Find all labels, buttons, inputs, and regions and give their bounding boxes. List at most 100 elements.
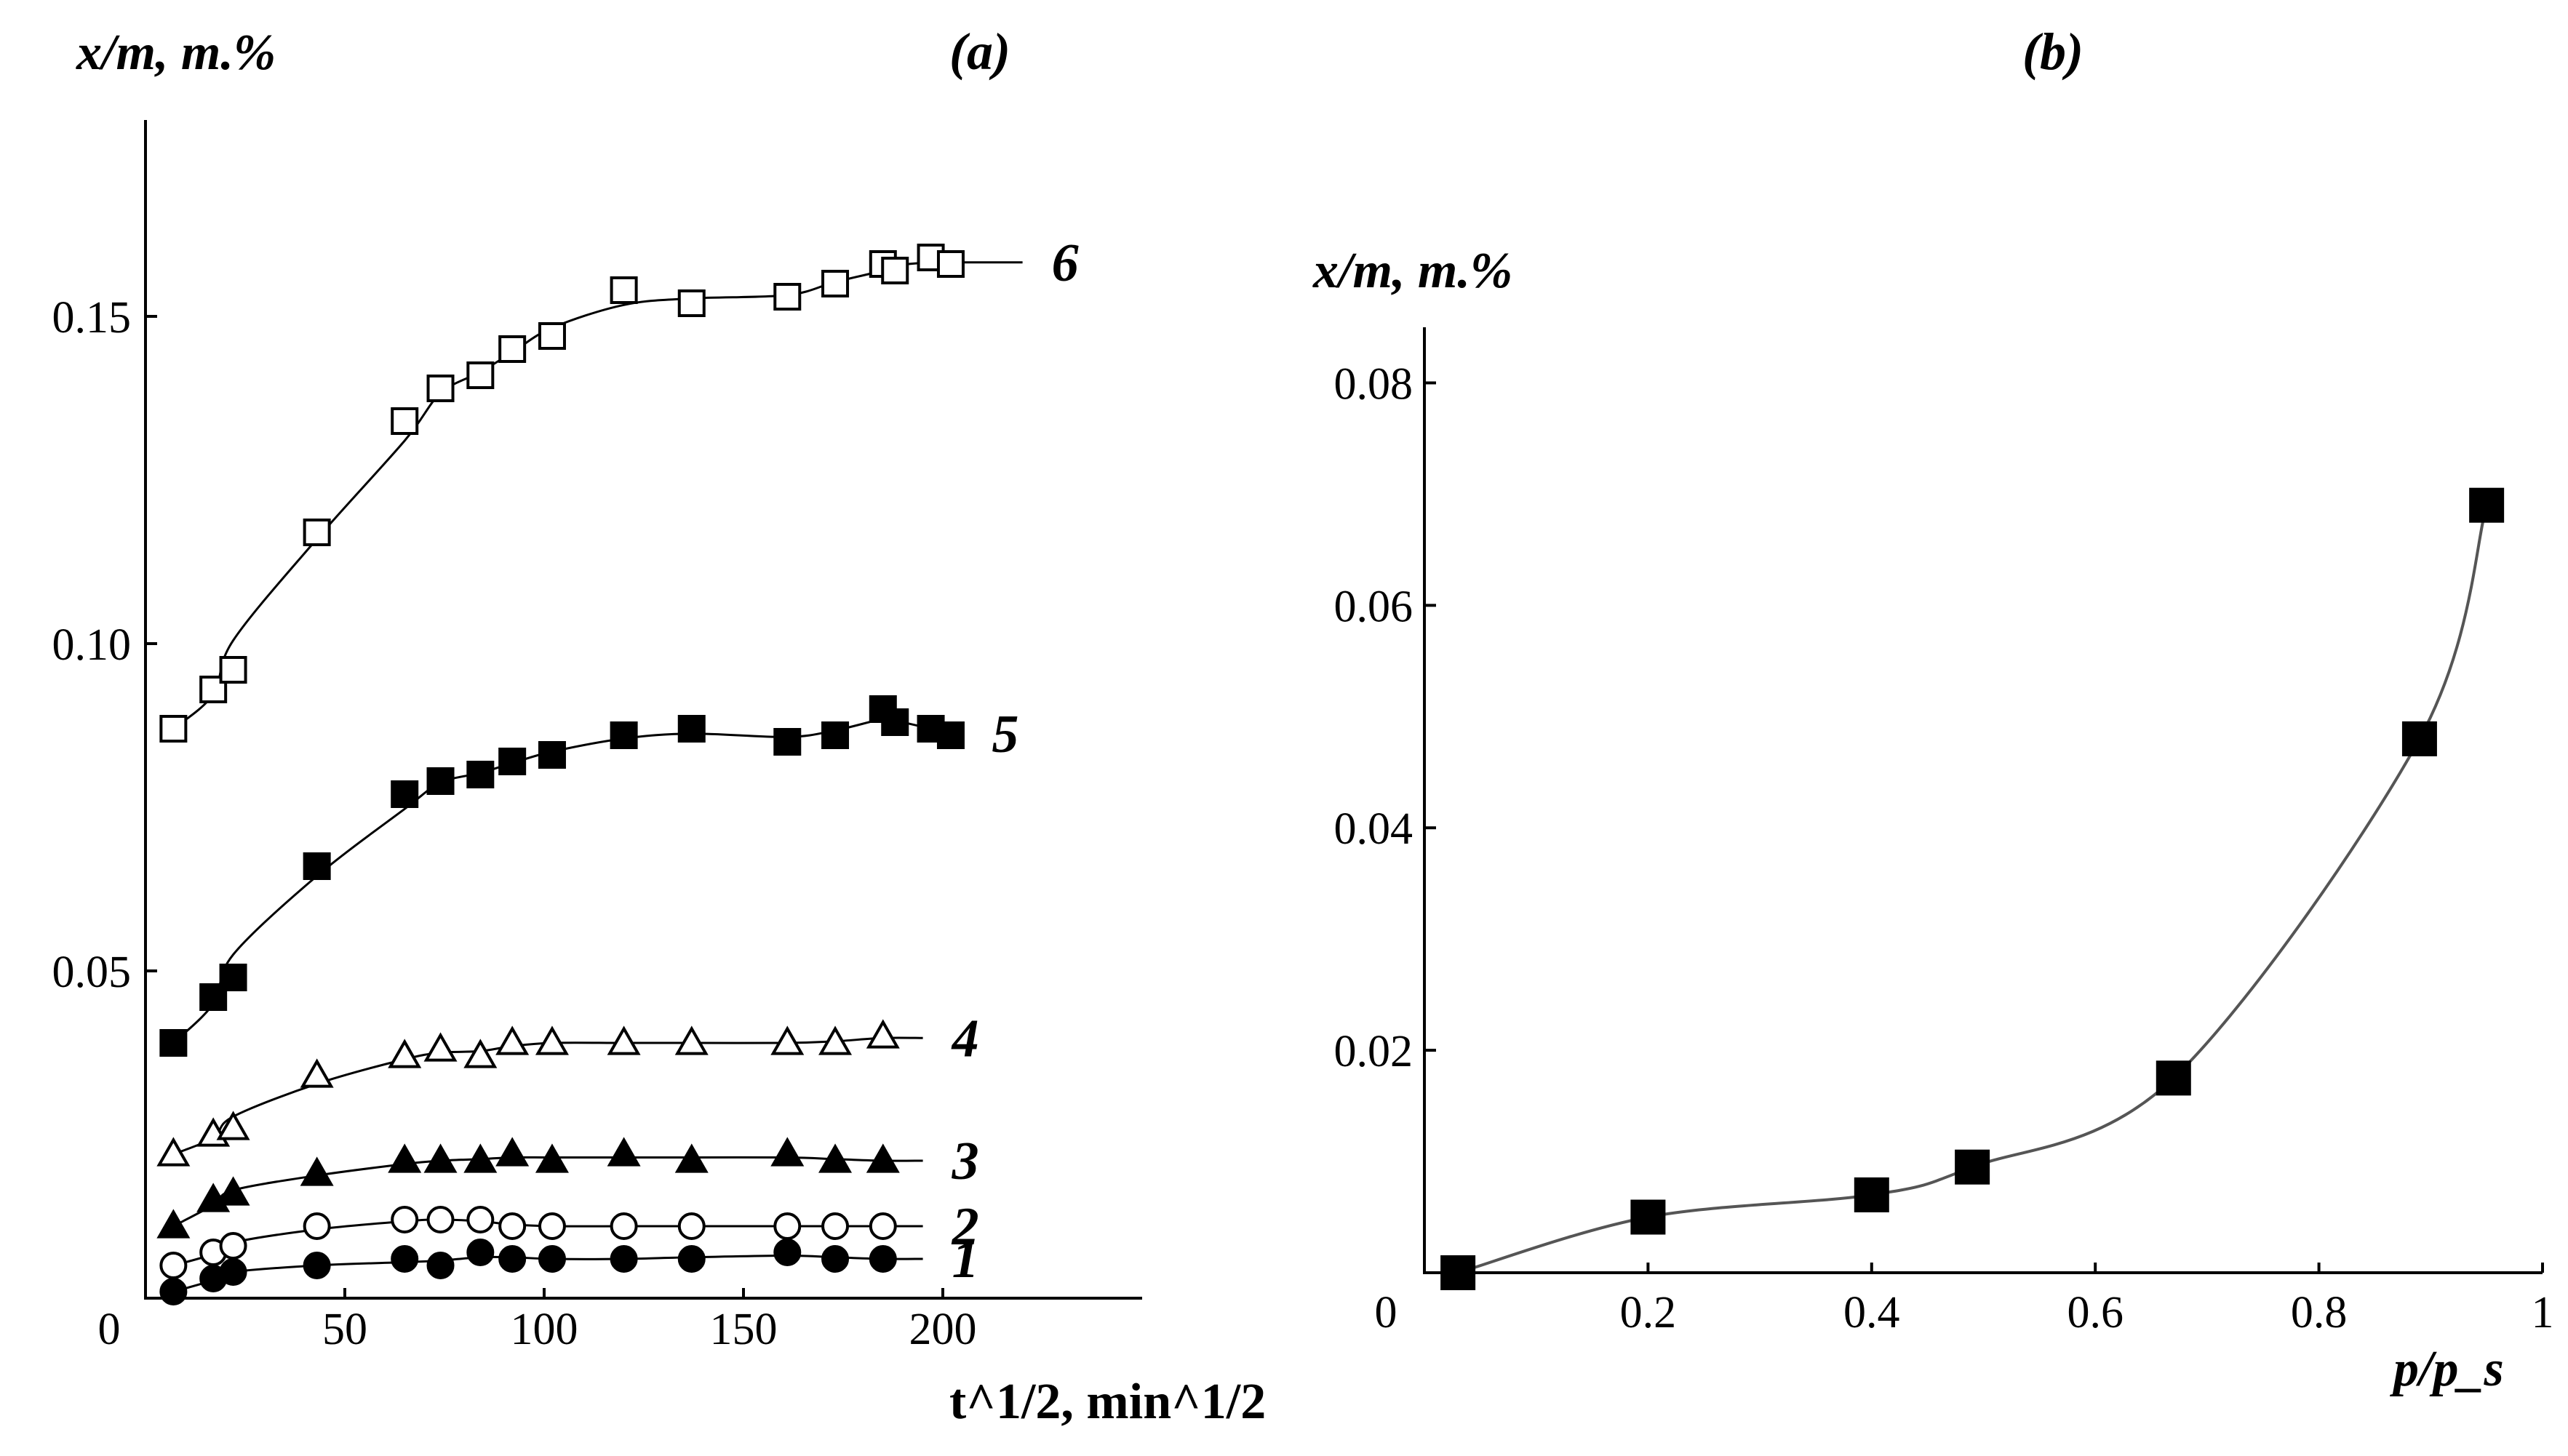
series-3-point (607, 1137, 641, 1167)
series-isotherm-point (1955, 1149, 1990, 1185)
series-3 (156, 1137, 923, 1239)
series-5-point (391, 780, 419, 808)
series-5-point (303, 852, 331, 880)
series-1-point (821, 1245, 850, 1273)
series-2-point (538, 1212, 566, 1240)
series-2-point (219, 1232, 247, 1260)
series-6-point (936, 250, 965, 278)
panel-b-x-tick-label: 0.2 (1620, 1288, 1677, 1337)
series-5-point (159, 1029, 188, 1057)
panel-b-y-tick-label: 0.06 (1334, 582, 1413, 631)
series-4-point (770, 1025, 805, 1055)
series-4-point (818, 1025, 853, 1055)
panel-a: (a) x/m, m.% t^1/2, min^1/2 0 50 100 150 20… (52, 23, 1267, 1430)
series-6-point (466, 361, 495, 389)
series-3-point (423, 1143, 458, 1173)
series-4-point (388, 1039, 422, 1068)
series-2-point (869, 1212, 897, 1240)
series-6-point (426, 375, 455, 402)
series-isotherm-point (1854, 1177, 1889, 1212)
series-3-point (770, 1137, 805, 1167)
series-2-point (391, 1206, 419, 1233)
panel-b-origin-label: 0 (1375, 1288, 1397, 1337)
series-3-point (495, 1137, 530, 1167)
series-3-point (463, 1143, 498, 1173)
panel-b-series (1440, 487, 2505, 1290)
series-4-point (866, 1019, 900, 1049)
panel-b-y-ticks: 0.02 0.04 0.06 0.08 (1334, 359, 1436, 1076)
series-1-point (303, 1252, 331, 1279)
series-3-point (535, 1143, 569, 1173)
series-6-point (538, 322, 566, 350)
series-label-1: 1 (952, 1230, 979, 1289)
series-1-point (466, 1239, 495, 1266)
series-3-point (388, 1143, 422, 1173)
series-3-point (216, 1176, 250, 1206)
series-label-3: 3 (952, 1132, 979, 1191)
series-isotherm-point (1440, 1255, 1476, 1290)
series-3-point (866, 1143, 900, 1173)
series-6-point (303, 519, 331, 546)
panel-a-x-axis-title: t^1/2, min^1/2 (949, 1374, 1266, 1430)
panel-a-y-tick-label: 0.05 (52, 948, 132, 997)
panel-b-x-tick-label: 0.6 (2067, 1288, 2124, 1337)
panel-a-y-ticks: 0.05 0.10 0.15 (52, 293, 157, 997)
series-1-point (426, 1252, 455, 1279)
series-6-point (159, 715, 188, 743)
series-4-point (463, 1039, 498, 1068)
panel-b-axes (1423, 327, 2543, 1274)
series-2-point (677, 1212, 706, 1240)
series-isotherm (1440, 487, 2505, 1290)
series-6-point (821, 270, 850, 297)
series-6-point (498, 335, 527, 363)
series-6-point (881, 257, 909, 284)
series-5-point (821, 721, 850, 749)
panel-b-x-tick-label: 1 (2532, 1288, 2554, 1337)
panel-a-series-labels: 12 3 4 5 6 (951, 233, 1079, 1289)
series-5-point (466, 761, 495, 788)
panel-b-x-ticks: 0.2 0.4 0.6 0.8 1 (1620, 1263, 2554, 1337)
panel-a-x-ticks: 50 100 150 200 (322, 1288, 977, 1354)
series-1-point (159, 1278, 188, 1305)
panel-a-title: (a) (949, 23, 1010, 81)
series-6-point (773, 283, 802, 311)
series-1 (159, 1239, 923, 1305)
series-2-point (610, 1212, 638, 1240)
series-2-point (159, 1252, 188, 1279)
panel-a-origin-label: 0 (98, 1305, 121, 1354)
series-6-point (677, 289, 706, 317)
series-6-point (219, 656, 247, 684)
panel-a-y-axis-title: x/m, m.% (76, 25, 276, 81)
series-3-point (818, 1143, 853, 1173)
series-4-point (300, 1058, 334, 1088)
series-2-point (498, 1212, 527, 1240)
series-label-2: 2 (952, 1197, 979, 1257)
series-1-point (219, 1258, 247, 1286)
series-6-point (391, 407, 419, 435)
panel-a-y-tick-label: 0.15 (52, 293, 132, 343)
series-2-point (426, 1206, 455, 1233)
series-1-point (498, 1245, 527, 1273)
series-4-curve (172, 1036, 923, 1156)
panel-a-x-tick-label: 200 (909, 1305, 977, 1354)
series-isotherm-point (2401, 721, 2437, 756)
series-1-point (677, 1245, 706, 1273)
series-3-point (300, 1156, 334, 1186)
panel-b-y-tick-label: 0.04 (1334, 804, 1413, 854)
panel-b-title: (b) (2022, 23, 2083, 81)
series-2-point (773, 1212, 802, 1240)
series-5 (159, 695, 965, 1057)
series-4 (156, 1019, 923, 1167)
series-5-point (936, 721, 965, 749)
series-5-point (219, 964, 247, 991)
series-2 (159, 1206, 923, 1279)
panel-a-y-tick-label: 0.10 (52, 620, 132, 670)
panel-a-x-tick-label: 50 (322, 1305, 367, 1354)
series-5-point (610, 721, 638, 749)
series-2-point (303, 1212, 331, 1240)
series-1-point (391, 1245, 419, 1273)
series-3-point (674, 1143, 709, 1173)
panel-a-x-tick-label: 100 (511, 1305, 578, 1354)
series-5-point (538, 741, 566, 769)
series-4-point (216, 1111, 250, 1140)
